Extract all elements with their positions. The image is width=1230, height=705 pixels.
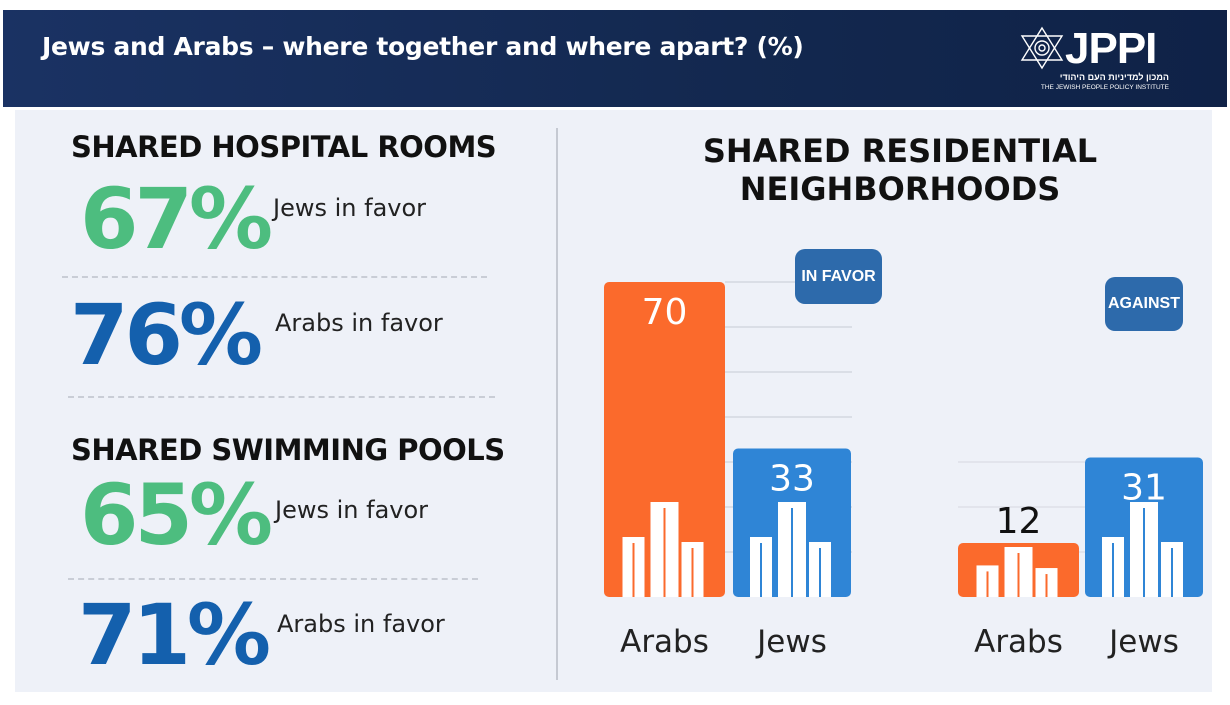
chart-title-line: NEIGHBORHOODS: [739, 170, 1061, 208]
divider-dashed: [68, 578, 478, 580]
vertical-divider: [556, 128, 558, 680]
header-bar: Jews and Arabs – where together and wher…: [3, 10, 1227, 107]
bar-value-label: 12: [996, 501, 1042, 542]
hospital-jews-label: Jews in favor: [273, 194, 427, 222]
legend-badge-against: AGAINST: [1105, 277, 1183, 331]
pools-title: SHARED SWIMMING POOLS: [71, 433, 505, 467]
logo-english: THE JEWISH PEOPLE POLICY INSTITUTE: [1040, 84, 1169, 91]
bar-arabs: [604, 282, 725, 597]
logo-wordmark: JPPI: [1065, 24, 1157, 73]
hospital-arabs-label: Arabs in favor: [275, 309, 443, 337]
chart-title-line: SHARED RESIDENTIAL: [702, 132, 1098, 170]
pools-arabs-label: Arabs in favor: [277, 610, 445, 638]
divider-dashed: [68, 396, 495, 398]
page-title: Jews and Arabs – where together and wher…: [42, 32, 804, 61]
star-of-david-icon: [1020, 26, 1064, 70]
category-label: Jews: [1107, 624, 1179, 660]
legend-badge-in-favor: IN FAVOR: [795, 249, 882, 304]
category-label: Arabs: [974, 624, 1063, 660]
bar-value-label: 33: [769, 459, 815, 500]
pools-arabs-value: 71%: [78, 586, 271, 684]
logo-hebrew: המכון למדיניות העם היהודי: [1059, 72, 1169, 82]
hospital-arabs-value: 76%: [70, 286, 263, 384]
hospital-title: SHARED HOSPITAL ROOMS: [71, 130, 497, 164]
jppi-logo: JPPI המכון למדיניות העם היהודי THE JEWIS…: [1019, 22, 1169, 94]
category-label: Jews: [755, 624, 827, 660]
category-label: Arabs: [620, 624, 709, 660]
pools-jews-label: Jews in favor: [275, 496, 429, 524]
pools-jews-value: 65%: [80, 466, 273, 564]
hospital-jews-value: 67%: [80, 170, 273, 268]
divider-dashed: [62, 276, 487, 278]
bar-value-label: 31: [1121, 468, 1167, 509]
bar-value-label: 70: [642, 292, 688, 333]
chart-title: SHARED RESIDENTIAL NEIGHBORHOODS: [660, 132, 1140, 208]
